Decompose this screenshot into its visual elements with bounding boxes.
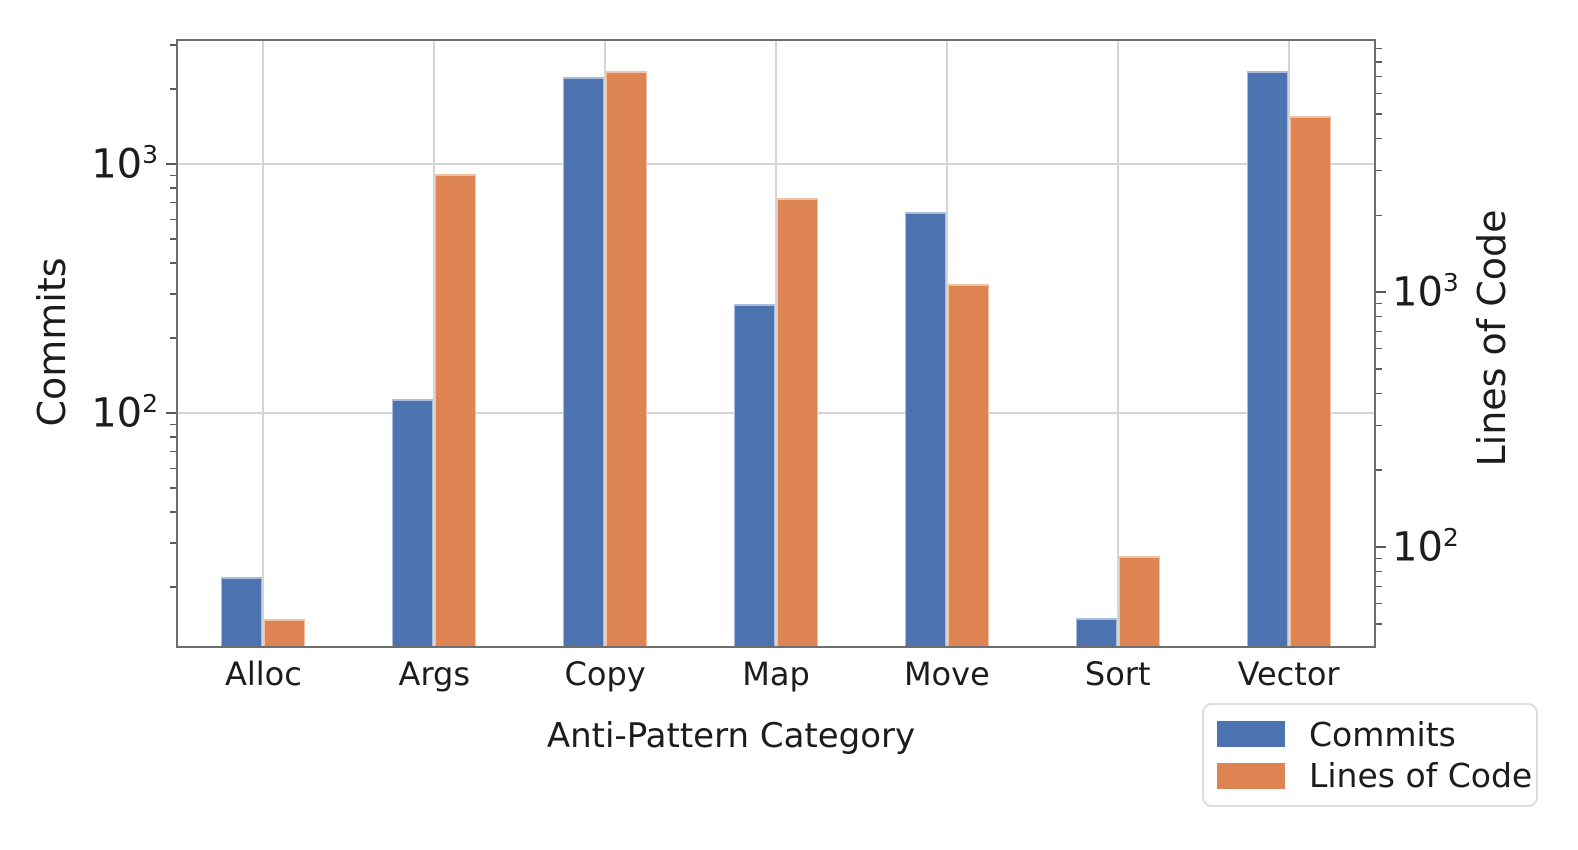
x-axis-label: Anti-Pattern Category <box>546 716 916 756</box>
legend-entry-commits: Commits <box>1217 718 1523 751</box>
left-axis-minor-tick <box>170 542 176 544</box>
x-tick-label-move: Move <box>903 655 990 693</box>
right-axis-minor-tick <box>1376 61 1382 63</box>
bar-lines-of-code-sort <box>1118 556 1160 646</box>
left-axis-minor-tick <box>170 187 176 189</box>
legend-label-lines-of-code: Lines of Code <box>1309 756 1533 796</box>
right-tick-label-1e3: 103 <box>1392 268 1459 316</box>
y-axis-label-right: Lines of Code <box>1470 209 1514 467</box>
legend: Commits Lines of Code <box>1202 703 1538 807</box>
gridline-vertical <box>604 41 607 646</box>
right-axis-major-tick <box>1376 546 1386 548</box>
right-axis-minor-tick <box>1376 469 1382 471</box>
gridline-vertical <box>433 41 436 646</box>
right-axis-minor-tick <box>1376 169 1382 172</box>
left-axis-minor-tick <box>170 293 176 295</box>
right-axis-minor-tick <box>1376 113 1382 115</box>
bar-lines-of-code-args <box>435 174 477 646</box>
right-tick-label-1e2: 102 <box>1392 523 1459 571</box>
bar-lines-of-code-move <box>947 284 989 646</box>
right-axis-major-tick <box>1376 291 1386 294</box>
left-axis-minor-tick <box>170 238 176 240</box>
left-tick-label-1e3: 103 <box>91 140 158 188</box>
left-axis-minor-tick <box>170 586 176 588</box>
bar-lines-of-code-copy <box>606 71 648 646</box>
right-axis-minor-tick <box>1376 585 1382 588</box>
right-axis-minor-tick <box>1376 330 1382 333</box>
gridline-vertical <box>775 41 777 646</box>
legend-swatch-commits <box>1217 721 1285 748</box>
x-tick-label-sort: Sort <box>1084 655 1151 693</box>
x-tick-label-args: Args <box>398 655 471 693</box>
bar-lines-of-code-map <box>777 197 818 646</box>
gridline-vertical <box>262 41 265 646</box>
right-axis-minor-tick <box>1376 75 1382 78</box>
right-axis-minor-tick <box>1376 347 1382 350</box>
bar-commits-move <box>904 212 946 646</box>
legend-entry-lines-of-code: Lines of Code <box>1217 759 1532 792</box>
left-axis-minor-tick <box>170 174 176 177</box>
left-axis-minor-tick <box>170 44 176 46</box>
left-axis-minor-tick <box>170 467 176 470</box>
left-axis-minor-tick <box>170 201 176 204</box>
right-axis-minor-tick <box>1376 214 1382 217</box>
right-axis-minor-tick <box>1376 602 1382 605</box>
left-axis-major-tick <box>166 163 176 166</box>
right-axis-minor-tick <box>1376 623 1382 625</box>
left-axis-minor-tick <box>170 337 176 339</box>
bar-commits-vector <box>1246 71 1288 646</box>
left-axis-minor-tick <box>170 436 176 438</box>
bar-lines-of-code-alloc <box>264 619 306 646</box>
right-axis-minor-tick <box>1376 302 1382 305</box>
right-axis-minor-tick <box>1376 368 1382 370</box>
right-axis-minor-tick <box>1376 315 1382 318</box>
bar-commits-sort <box>1075 618 1117 646</box>
x-tick-label-copy: Copy <box>564 655 646 693</box>
left-tick-label-1e2: 102 <box>91 389 158 437</box>
right-axis-minor-tick <box>1376 47 1382 50</box>
gridline-vertical <box>1287 41 1290 646</box>
left-axis-minor-tick <box>170 88 176 90</box>
gridline-vertical <box>945 41 948 646</box>
right-axis-minor-tick <box>1376 557 1382 560</box>
bar-commits-map <box>734 304 775 646</box>
legend-label-commits: Commits <box>1309 714 1456 754</box>
bar-commits-copy <box>563 77 605 646</box>
plot-area <box>176 39 1376 648</box>
right-axis-minor-tick <box>1376 424 1382 427</box>
left-axis-minor-tick <box>170 487 176 489</box>
right-axis-minor-tick <box>1376 92 1382 95</box>
left-axis-minor-tick <box>170 423 176 426</box>
x-tick-label-map: Map <box>742 655 810 693</box>
x-tick-label-vector: Vector <box>1237 655 1340 693</box>
bar-commits-alloc <box>221 576 263 646</box>
right-axis-minor-tick <box>1376 137 1382 140</box>
left-axis-minor-tick <box>170 450 176 453</box>
right-axis-minor-tick <box>1376 570 1382 573</box>
x-tick-label-alloc: Alloc <box>225 655 302 693</box>
left-axis-major-tick <box>166 412 176 415</box>
left-axis-minor-tick <box>170 262 176 264</box>
bar-lines-of-code-vector <box>1289 116 1331 646</box>
legend-swatch-lines-of-code <box>1217 762 1285 789</box>
right-axis-minor-tick <box>1376 392 1382 395</box>
left-axis-minor-tick <box>170 218 176 221</box>
bar-commits-args <box>392 398 434 646</box>
gridline-vertical <box>1116 41 1119 646</box>
left-axis-minor-tick <box>170 511 176 513</box>
